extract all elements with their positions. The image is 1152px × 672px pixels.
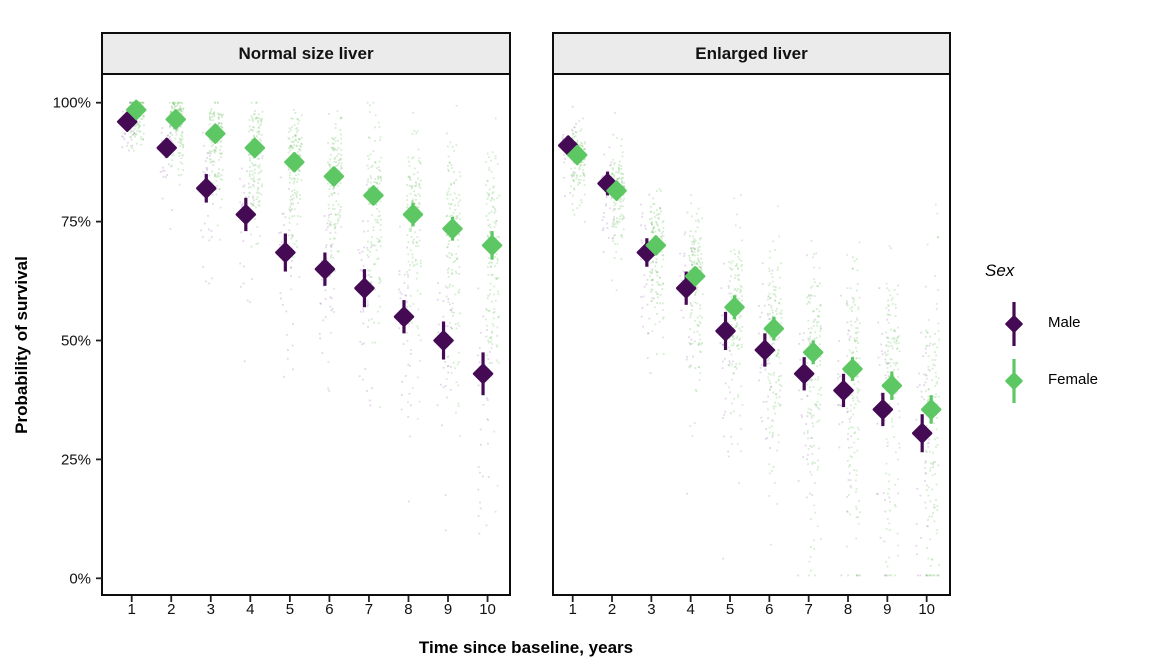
point-estimate — [724, 296, 745, 318]
legend-key-male-icon — [1005, 302, 1023, 346]
x-axis-title: Time since baseline, years — [418, 638, 634, 657]
series-female — [566, 144, 942, 424]
y-tick-label: 0% — [69, 570, 91, 587]
point-estimate — [354, 277, 375, 299]
x-tick-label: 3 — [647, 601, 655, 618]
x-tick-label: 5 — [726, 601, 734, 618]
point-estimate — [402, 204, 424, 225]
y-tick-label: 50% — [61, 333, 91, 350]
point-estimate — [920, 399, 942, 420]
point-estimate — [833, 380, 854, 401]
y-tick-label: 75% — [61, 214, 91, 231]
x-tick-label: 9 — [883, 601, 891, 618]
point-estimate — [125, 99, 147, 121]
facet-strip — [101, 32, 511, 75]
point-estimate — [235, 204, 257, 225]
point-estimate — [881, 375, 903, 396]
legend-label-male: Male — [1048, 314, 1081, 331]
point-estimate — [472, 363, 494, 385]
x-tick-label: 4 — [687, 601, 695, 618]
x-tick-label: 7 — [805, 601, 813, 618]
point-estimate — [314, 258, 336, 280]
x-tick-label: 1 — [128, 601, 136, 618]
x-tick-label: 6 — [765, 601, 773, 618]
y-tick-label: 25% — [61, 451, 91, 468]
point-estimate — [645, 235, 667, 256]
point-estimate — [196, 178, 217, 199]
facet-strip — [552, 32, 951, 75]
point-estimate — [116, 111, 138, 132]
x-tick-label: 2 — [608, 601, 616, 618]
point-estimate — [566, 144, 588, 166]
point-estimate — [244, 137, 266, 159]
x-tick-label: 4 — [246, 601, 254, 618]
y-axis-title: Probability of survival — [12, 256, 31, 434]
point-estimate — [393, 306, 415, 327]
y-tick-label: 100% — [53, 95, 91, 112]
series-male — [116, 111, 494, 396]
x-tick-label: 7 — [365, 601, 373, 618]
legend-key-female-icon — [1005, 359, 1023, 403]
point-estimate — [911, 422, 933, 444]
x-tick-label: 3 — [207, 601, 215, 618]
point-estimate — [323, 166, 345, 187]
point-estimate — [156, 137, 177, 159]
x-tick-label: 8 — [844, 601, 852, 618]
x-tick-label: 10 — [918, 601, 935, 618]
x-tick-label: 6 — [325, 601, 333, 618]
facet-title-enlarged-liver: Enlarged liver — [695, 43, 808, 63]
x-tick-label: 1 — [569, 601, 577, 618]
point-estimate — [793, 363, 815, 385]
x-tick-label: 8 — [404, 601, 412, 618]
point-estimate — [872, 399, 894, 420]
point-estimate — [675, 277, 697, 299]
point-estimate — [433, 330, 454, 351]
point-estimate — [684, 266, 706, 287]
x-tick-label: 5 — [286, 601, 294, 618]
series-female — [125, 99, 503, 260]
point-estimate — [842, 358, 863, 380]
point-estimate — [363, 185, 384, 206]
point-estimate — [802, 342, 824, 363]
series-male — [557, 135, 933, 453]
point-estimate — [442, 218, 463, 239]
point-estimate — [481, 235, 503, 256]
panel-background — [552, 73, 951, 596]
legend-title: Sex — [985, 261, 1015, 280]
legend-label-female: Female — [1048, 371, 1099, 388]
point-estimate — [715, 320, 736, 342]
point-estimate — [275, 242, 296, 263]
x-tick-label: 9 — [444, 601, 452, 618]
point-estimate — [606, 180, 627, 201]
facet-title-normal-liver: Normal size liver — [238, 43, 374, 63]
x-tick-label: 10 — [479, 601, 496, 618]
point-estimate — [205, 123, 226, 144]
point-estimate — [754, 339, 776, 361]
point-estimate — [165, 109, 186, 130]
point-estimate — [284, 151, 305, 173]
x-tick-label: 2 — [167, 601, 175, 618]
point-estimate — [763, 318, 785, 339]
